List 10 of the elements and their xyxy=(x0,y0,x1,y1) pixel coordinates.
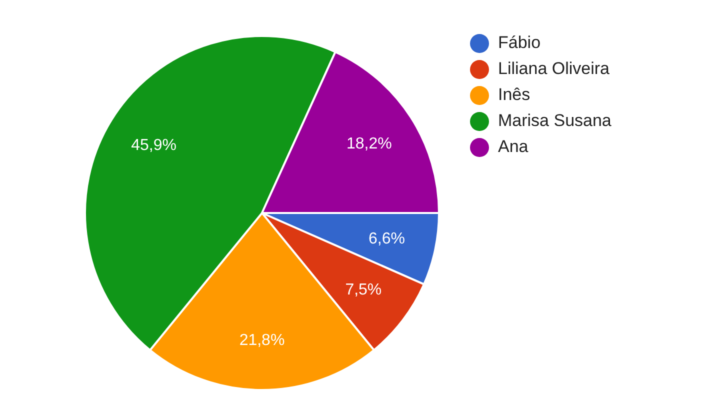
legend-label: Marisa Susana xyxy=(498,111,612,131)
data-label: 21,8% xyxy=(239,332,285,349)
legend-label: Liliana Oliveira xyxy=(498,59,610,79)
data-label: 6,6% xyxy=(368,230,405,248)
data-label: 18,2% xyxy=(346,135,392,152)
data-label: 45,9% xyxy=(131,137,176,154)
legend-label: Inês xyxy=(498,85,530,105)
legend-label: Fábio xyxy=(498,33,541,53)
legend-label: Ana xyxy=(498,137,528,157)
data-label: 7,5% xyxy=(345,282,382,299)
